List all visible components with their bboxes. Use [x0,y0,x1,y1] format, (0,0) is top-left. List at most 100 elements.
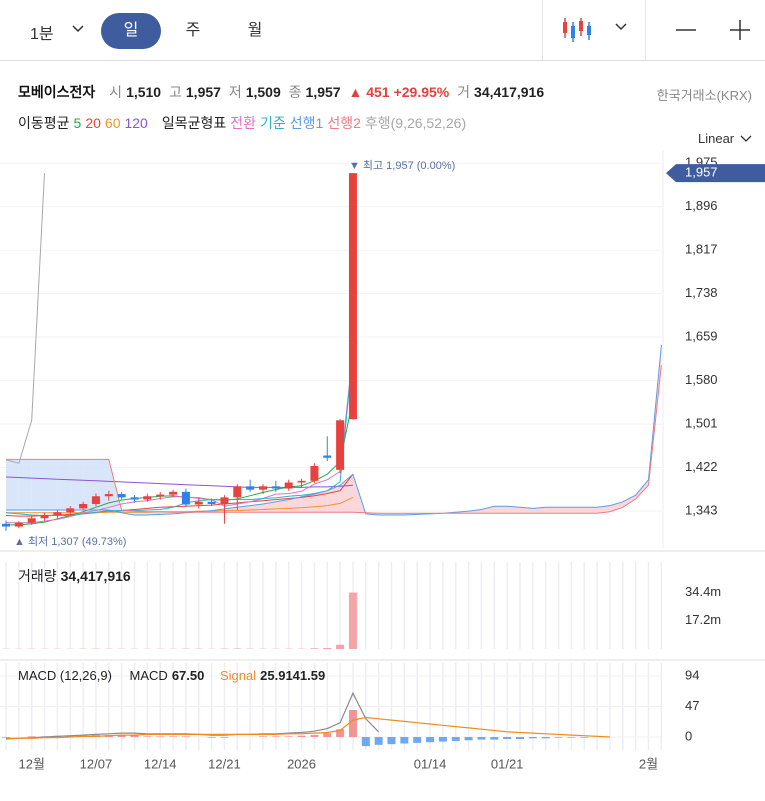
y-tick-label: 17.2m [685,612,721,627]
candle-body [194,501,203,505]
y-tick-label: 1,738 [685,285,718,300]
histogram-bar [271,736,280,738]
volume-bar [310,648,319,649]
histogram-bar [438,737,447,742]
legend-title: 이동평균 [18,115,70,131]
period-tab[interactable]: 주 [185,22,201,39]
field-value: 1,510 [126,84,162,100]
candle-body [156,494,165,497]
signal-value: 25.9141.59 [260,668,326,683]
histogram-bar [66,735,75,738]
cloud-segment [70,459,84,511]
field-label: 시 [109,84,123,100]
chevron[interactable] [615,22,627,32]
indicator-line [5,173,45,464]
candle-body [246,486,255,490]
histogram-bar [503,737,512,739]
volume-bar [348,592,357,649]
chevron[interactable] [72,24,84,34]
zoom-in[interactable] [729,19,751,41]
legend-item: 120 [124,115,148,131]
candle-icon[interactable] [562,16,592,44]
period-tab[interactable]: 월 [247,22,263,39]
legend-item: 전환 [230,115,257,131]
x-tick-label: 12/07 [80,756,113,771]
legend-item: 5 [73,115,82,131]
chevron[interactable] [740,134,752,144]
interval-select[interactable]: 1분 [30,26,54,43]
legend: 이동평균 5 20 60 120 일목균형표 전환 기준 선행1 선행2 후행(9,26,52,26… [18,113,470,133]
candle-body [143,496,152,500]
histogram-bar [580,737,589,738]
legend-item: 기준 [260,115,286,131]
volume-total: 34,417,916 [60,568,131,584]
candle-body [336,420,345,470]
y-tick-label: 1,817 [685,242,718,257]
cloud-segment [545,507,559,514]
candle-body [130,497,139,500]
cloud-segment [481,506,495,514]
field-label: 종 [288,84,302,100]
histogram-bar [169,736,178,738]
x-tick-label: 12/14 [144,756,177,771]
indicator-line [6,365,662,514]
histogram-bar [156,736,165,738]
macd-name: MACD [129,668,168,683]
field-value: 1,957 [305,84,341,100]
histogram-bar [323,733,332,738]
volume-header: 거래량 34,417,916 [18,566,135,586]
scale-mode[interactable]: Linear [698,131,735,146]
cloud-segment [520,507,533,514]
candle-body [220,497,229,504]
histogram-bar [297,735,306,738]
histogram-bar [451,737,460,741]
exchange: 한국거래소(KRX) [656,88,752,103]
divider [645,0,646,60]
macd-value: 67.50 [171,668,205,683]
period-tab[interactable]: 일 [101,13,161,49]
histogram-bar [567,737,576,738]
histogram-bar [374,737,383,745]
histogram-bar [490,737,499,740]
cloud-segment [6,459,19,511]
cloud-segment [532,507,546,514]
legend-item: 선행2 [327,115,361,131]
candle-body [310,465,319,481]
y-tick-label: 1,422 [685,459,718,474]
histogram-bar [27,736,36,738]
histogram-bar [117,735,126,738]
histogram-bar [207,737,216,738]
cloud-segment [635,479,649,500]
x-tick-label: 12월 [18,756,44,771]
cloud-segment [584,507,598,514]
candle-body [348,173,357,420]
cloud-segment [558,507,572,514]
quote-row: 모베이스전자 시 1,510 고 1,957 저 1,509 종 1,957 ▲ 451… [18,82,548,102]
divider [542,0,543,60]
candle-body [284,482,293,489]
indicator-line [6,351,354,524]
legend-title: 일목균형표 [161,115,227,131]
legend-item: 60 [104,115,121,131]
change-pct: +29.95% [393,84,450,100]
field-label: 저 [228,84,242,100]
candle-body [66,508,75,513]
candle-body [271,486,280,489]
histogram-bar [361,737,370,747]
cloud-segment [18,459,32,511]
stock-name: 모베이스전자 [18,84,96,100]
legend-item: 후행(9,26,52,26) [364,115,467,131]
candle-body [40,514,49,519]
histogram-bar [310,735,319,738]
field-value: 1,509 [245,84,281,100]
high-label: ▼ 최고 1,957 (0.00%) [349,159,455,172]
zoom-out[interactable] [675,20,697,40]
cloud-segment [507,506,520,514]
histogram-bar [181,736,190,738]
histogram-bar [336,729,345,738]
histogram-bar [426,737,435,743]
volume-bar [323,648,332,649]
candle-body [259,486,267,490]
